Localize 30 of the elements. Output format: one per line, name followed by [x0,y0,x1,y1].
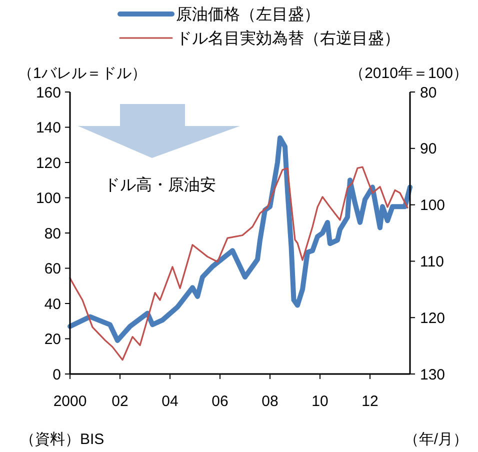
y-tick-label: 160 [36,84,61,102]
y-tick-label: 60 [44,260,61,278]
y-tick-label: 0 [52,366,61,384]
y2-tick-label: 130 [420,366,446,384]
x-axis-title: （年/月） [404,431,468,448]
y-tick-label: 100 [36,190,61,207]
y2-tick-label: 120 [420,310,446,327]
legend-label: ドル名目実効為替（右逆目盛） [176,30,400,48]
y-tick-label: 20 [44,331,61,348]
y-tick-label: 80 [44,225,61,242]
x-tick-label: 08 [262,393,278,410]
text: （資料）BIS [20,431,104,448]
y2-tick-label: 80 [420,84,437,102]
x-tick-label: 02 [112,393,128,410]
y2-tick-label: 110 [420,253,444,270]
x-tick-label: 06 [212,393,228,410]
y2-axis-title: （2010年＝100） [350,65,468,82]
y2-tick-label: 100 [420,197,446,214]
y2-tick-label: 90 [420,140,437,158]
line-series [69,166,408,361]
legend-label: 原油価格（左目盛） [176,6,320,24]
y-tick-label: 120 [36,154,61,172]
y-tick-label: 40 [44,296,61,313]
x-tick-label: 04 [162,393,178,410]
x-tick-label: 2000 [53,393,87,410]
y-tick-label: 140 [36,120,61,136]
x-tick-label: 10 [312,393,328,410]
annotation: ドル高・原油安 [104,176,216,194]
y-axis-title: （1バレル＝ドル） [18,65,146,82]
x-tick-label: 12 [362,393,378,410]
